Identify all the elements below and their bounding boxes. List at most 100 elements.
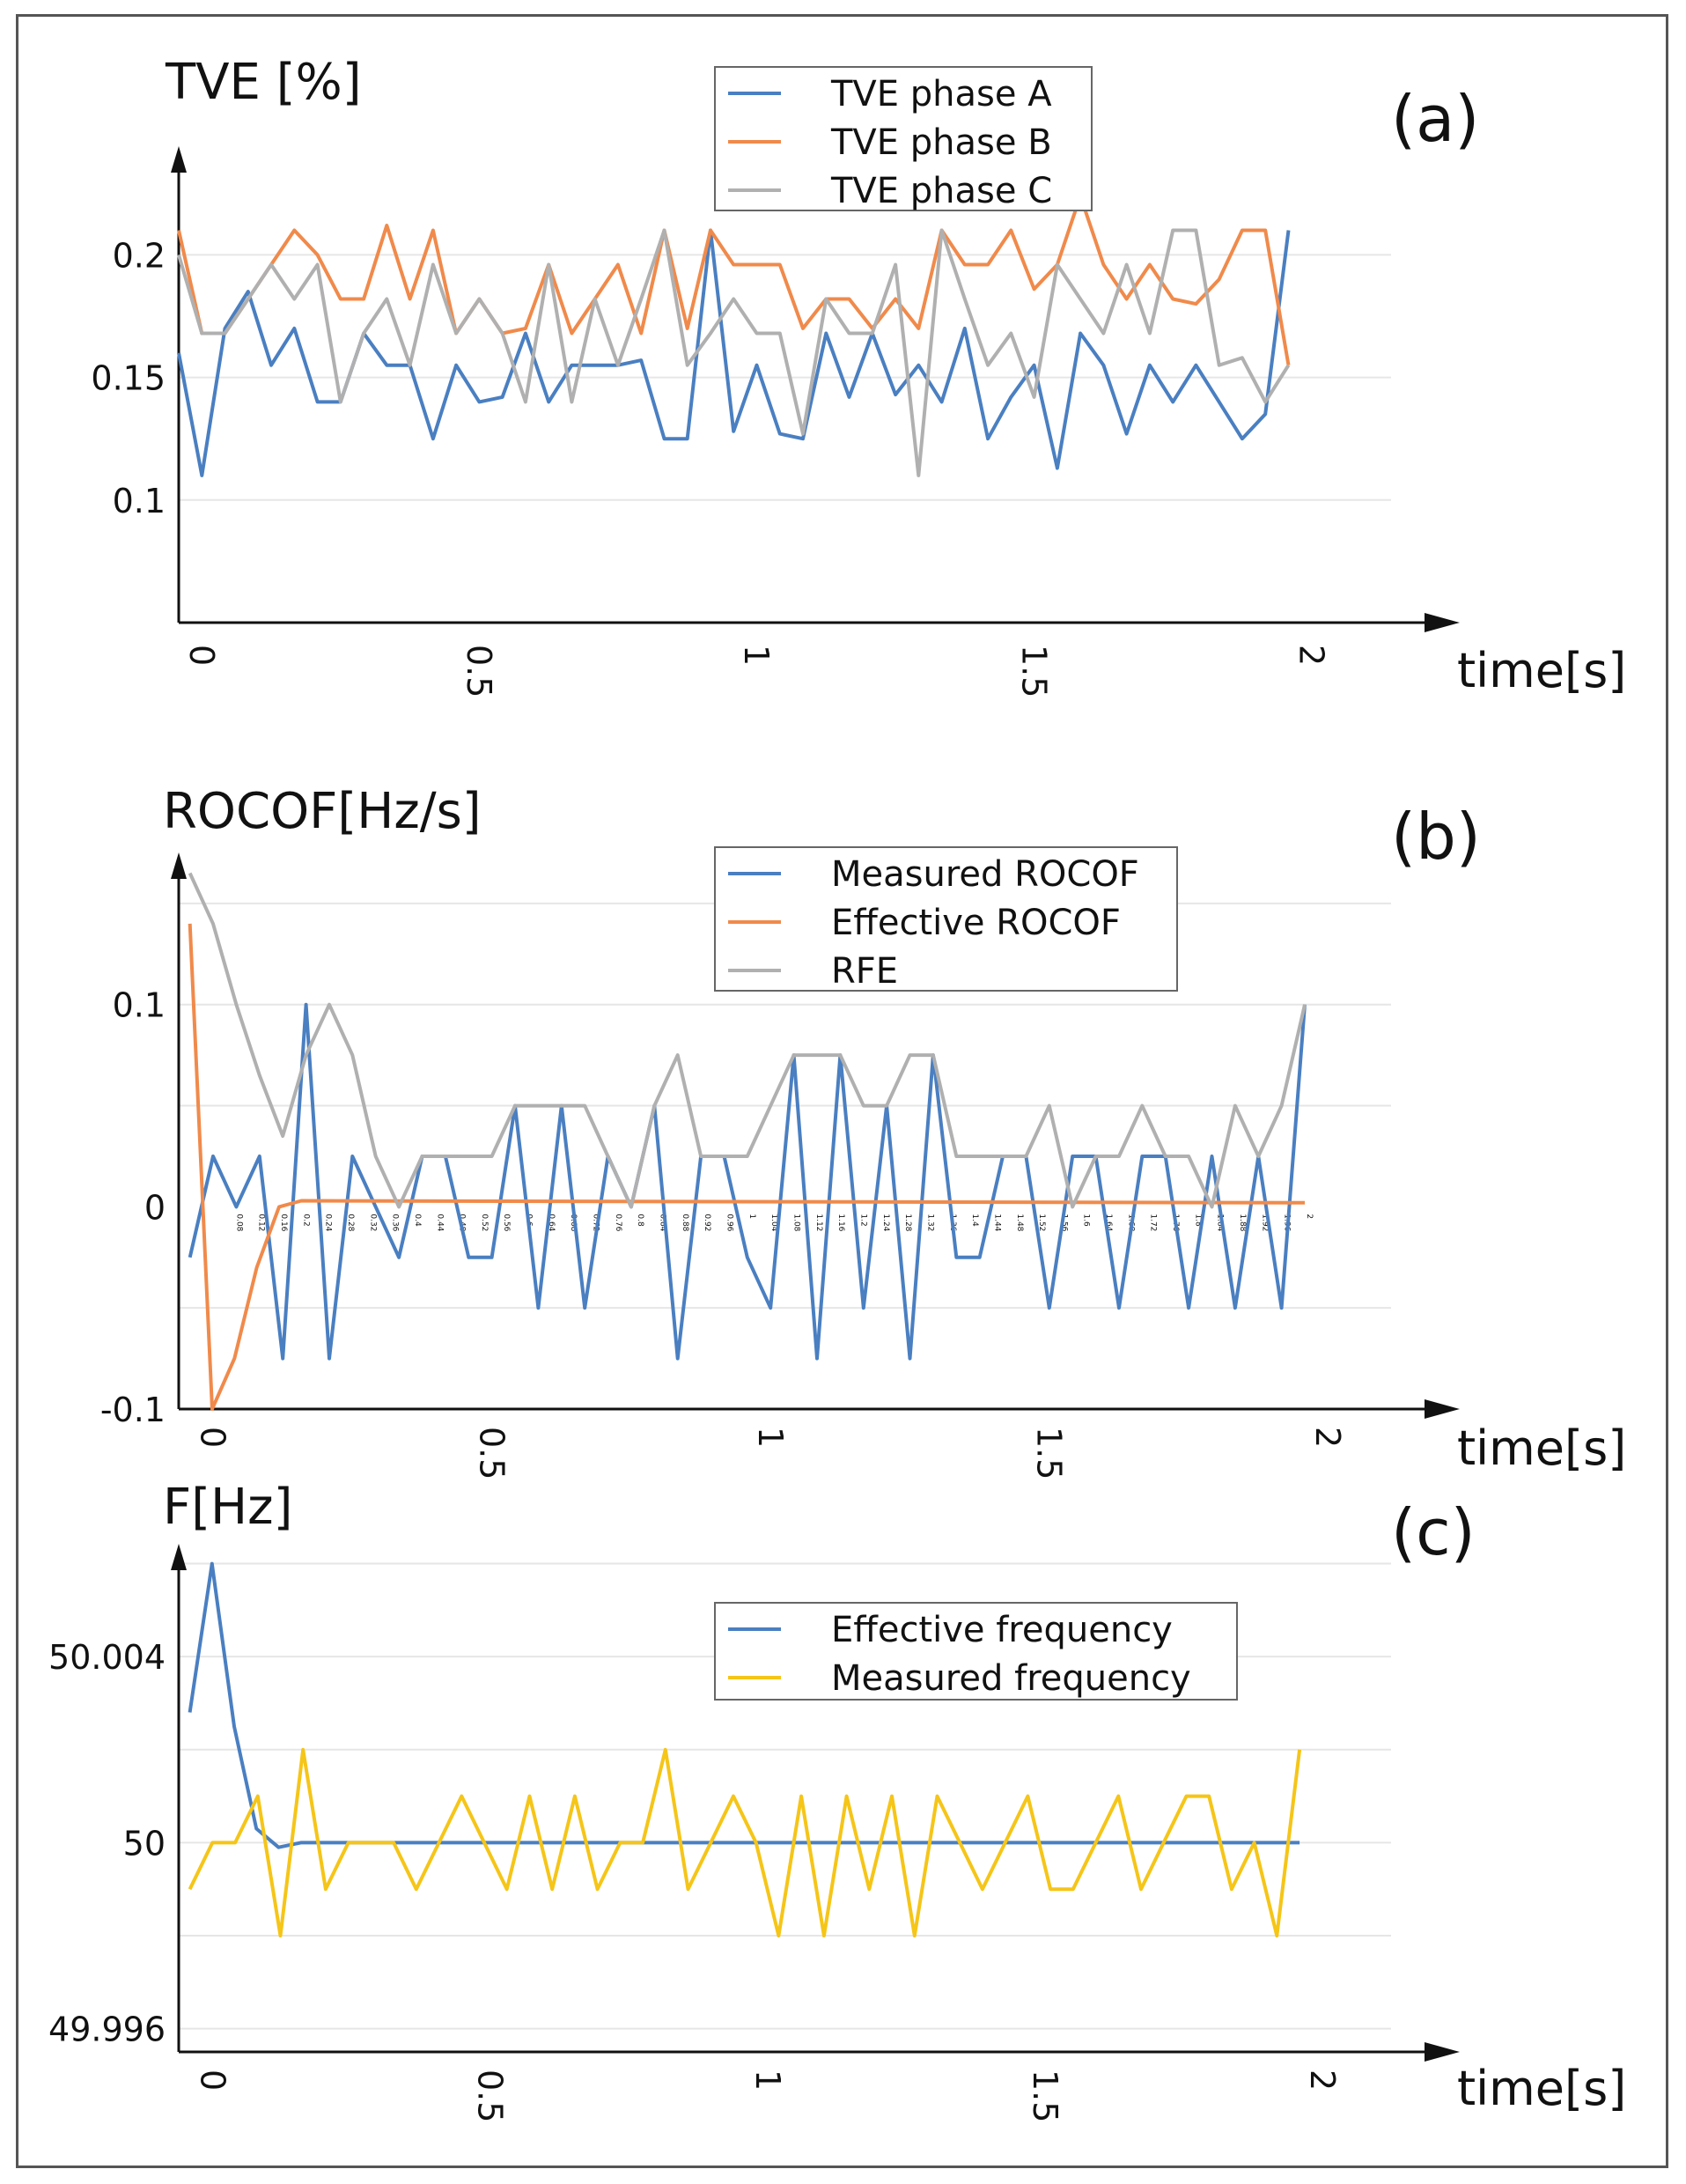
series-line-b-2 bbox=[188, 872, 1307, 1209]
x-tick-label-a-2: 1 bbox=[737, 645, 776, 666]
y-tick-label-b-1: 0 bbox=[144, 1188, 166, 1227]
y-tick-label-b-2: -0.1 bbox=[100, 1391, 166, 1429]
legend-label-c-0: Effective frequency bbox=[831, 1610, 1173, 1650]
minor-tick-label-b-39: 1.64 bbox=[1104, 1214, 1113, 1231]
x-axis-title-a: time[s] bbox=[1457, 643, 1626, 698]
minor-tick-label-b-4: 0.24 bbox=[324, 1214, 333, 1231]
x-tick-label-c-3: 1.5 bbox=[1026, 2070, 1064, 2122]
minor-tick-label-b-16: 0.72 bbox=[592, 1214, 600, 1231]
y-axis-title-c: F[Hz] bbox=[163, 1479, 292, 1536]
minor-tick-label-b-41: 1.72 bbox=[1149, 1214, 1158, 1231]
minor-tick-label-b-34: 1.44 bbox=[992, 1214, 1001, 1231]
minor-tick-label-b-29: 1.24 bbox=[881, 1214, 890, 1231]
y-tick-label-c-1: 50 bbox=[123, 1824, 166, 1863]
minor-tick-label-b-20: 0.88 bbox=[681, 1214, 689, 1231]
series-line-c-1 bbox=[188, 1747, 1302, 1937]
minor-tick-label-b-36: 1.52 bbox=[1037, 1214, 1046, 1231]
chart-b: 0.10-0.10 0.5 1 1.5 20.08 0.12 0.16 0.2 0.24 0.28… bbox=[100, 783, 1626, 1479]
x-tick-label-b-4: 2 bbox=[1308, 1427, 1347, 1448]
legend-label-b-1: Effective ROCOF bbox=[831, 903, 1121, 943]
minor-tick-label-b-8: 0.4 bbox=[413, 1214, 422, 1227]
x-tick-label-c-2: 1 bbox=[748, 2070, 787, 2091]
minor-tick-label-b-30: 1.28 bbox=[903, 1214, 912, 1231]
x-axis-arrow-c bbox=[1425, 2042, 1460, 2062]
x-tick-label-a-1: 0.5 bbox=[460, 645, 498, 697]
panel-label-c: (c) bbox=[1391, 1495, 1476, 1569]
minor-tick-label-b-17: 0.76 bbox=[614, 1214, 622, 1231]
y-axis-arrow-b bbox=[171, 852, 187, 879]
minor-tick-label-b-46: 1.92 bbox=[1260, 1214, 1269, 1231]
minor-tick-label-b-0: 0.08 bbox=[234, 1214, 243, 1231]
x-tick-label-a-4: 2 bbox=[1292, 645, 1330, 666]
y-axis-arrow-a bbox=[171, 146, 187, 173]
x-tick-label-c-1: 0.5 bbox=[471, 2070, 510, 2122]
y-tick-label-a-1: 0.15 bbox=[91, 359, 166, 398]
minor-tick-label-b-25: 1.08 bbox=[791, 1214, 800, 1231]
minor-tick-label-b-23: 1 bbox=[747, 1214, 756, 1219]
legend-label-c-1: Measured frequency bbox=[831, 1658, 1191, 1699]
minor-tick-label-b-22: 0.96 bbox=[725, 1214, 734, 1231]
x-axis-title-b: time[s] bbox=[1457, 1420, 1626, 1476]
y-tick-label-c-0: 50.004 bbox=[48, 1638, 166, 1677]
x-tick-label-b-3: 1.5 bbox=[1029, 1427, 1068, 1479]
minor-tick-label-b-38: 1.6 bbox=[1082, 1214, 1091, 1227]
minor-tick-label-b-3: 0.2 bbox=[301, 1214, 310, 1226]
x-tick-label-b-1: 0.5 bbox=[472, 1427, 511, 1479]
legend-label-a-2: TVE phase C bbox=[830, 171, 1052, 211]
series-line-a-2 bbox=[177, 228, 1291, 477]
legend-a: TVE phase A TVE phase B TVE phase C bbox=[714, 66, 1093, 211]
minor-tick-label-b-33: 1.4 bbox=[970, 1214, 979, 1227]
x-tick-label-b-0: 0 bbox=[194, 1427, 232, 1448]
legend-c: Effective frequency Measured frequency bbox=[714, 1602, 1238, 1701]
series-line-a-0 bbox=[177, 228, 1291, 477]
series-line-c-0 bbox=[188, 1561, 1300, 1849]
legend-label-a-1: TVE phase B bbox=[830, 122, 1052, 163]
legend-label-b-2: RFE bbox=[831, 951, 898, 992]
y-axis-arrow-c bbox=[171, 1544, 187, 1570]
minor-tick-label-b-7: 0.36 bbox=[391, 1214, 400, 1231]
y-tick-label-b-0: 0.1 bbox=[113, 986, 166, 1025]
series-line-a-1 bbox=[177, 194, 1291, 366]
minor-tick-label-b-11: 0.52 bbox=[480, 1214, 489, 1231]
minor-tick-label-b-44: 1.84 bbox=[1216, 1214, 1225, 1231]
x-axis-arrow-a bbox=[1425, 613, 1460, 632]
x-tick-label-a-3: 1.5 bbox=[1014, 645, 1053, 697]
y-tick-label-a-0: 0.2 bbox=[113, 236, 166, 275]
minor-tick-label-b-43: 1.8 bbox=[1193, 1214, 1202, 1227]
minor-tick-label-b-31: 1.32 bbox=[925, 1214, 934, 1231]
minor-tick-label-b-27: 1.16 bbox=[836, 1214, 845, 1231]
legend-box-a bbox=[714, 66, 1093, 211]
y-axis-title-a: TVE [%] bbox=[165, 54, 362, 111]
minor-tick-label-b-5: 0.28 bbox=[346, 1214, 355, 1231]
x-tick-label-b-2: 1 bbox=[751, 1427, 790, 1448]
minor-tick-label-b-21: 0.92 bbox=[703, 1214, 711, 1231]
x-axis-arrow-b bbox=[1425, 1399, 1460, 1419]
figure-frame bbox=[16, 14, 1668, 2168]
minor-tick-label-b-1: 0.12 bbox=[257, 1214, 266, 1231]
minor-tick-label-b-2: 0.16 bbox=[279, 1214, 288, 1231]
minor-tick-label-b-9: 0.44 bbox=[435, 1214, 444, 1231]
legend-box-c bbox=[714, 1602, 1238, 1701]
legend-box-b bbox=[714, 846, 1178, 992]
chart-c: 50.004 50 49.996 0 0.5 1 1.5 2 F[Hz] time[s] (c) Ef… bbox=[48, 1479, 1626, 2122]
y-tick-label-c-2: 49.996 bbox=[48, 2011, 166, 2049]
series-line-b-0 bbox=[188, 1002, 1307, 1361]
minor-tick-label-b-19: 0.84 bbox=[659, 1214, 667, 1231]
y-axis-title-b: ROCOF[Hz/s] bbox=[163, 783, 482, 840]
minor-tick-label-b-24: 1.04 bbox=[769, 1214, 778, 1231]
chart-a: 0.2 0.15 0.1 0 0.5 1 1.5 2 TVE [%] time[s] (a) TVE … bbox=[91, 54, 1626, 698]
minor-tick-label-b-12: 0.56 bbox=[502, 1214, 511, 1231]
x-tick-label-c-4: 2 bbox=[1303, 2070, 1342, 2091]
minor-tick-label-b-6: 0.32 bbox=[368, 1214, 377, 1231]
series-line-b-1 bbox=[188, 923, 1306, 1411]
minor-tick-label-b-28: 1.2 bbox=[858, 1214, 867, 1226]
x-tick-label-c-0: 0 bbox=[194, 2070, 232, 2091]
legend-b: Measured ROCOF Effective ROCOF RFE bbox=[714, 846, 1178, 992]
legend-label-b-0: Measured ROCOF bbox=[831, 854, 1139, 895]
minor-tick-label-b-14: 0.64 bbox=[547, 1214, 556, 1231]
legend-label-a-0: TVE phase A bbox=[830, 74, 1052, 114]
x-tick-label-a-0: 0 bbox=[182, 645, 221, 666]
minor-tick-label-b-26: 1.12 bbox=[814, 1214, 823, 1231]
minor-tick-label-b-45: 1.88 bbox=[1238, 1214, 1247, 1231]
